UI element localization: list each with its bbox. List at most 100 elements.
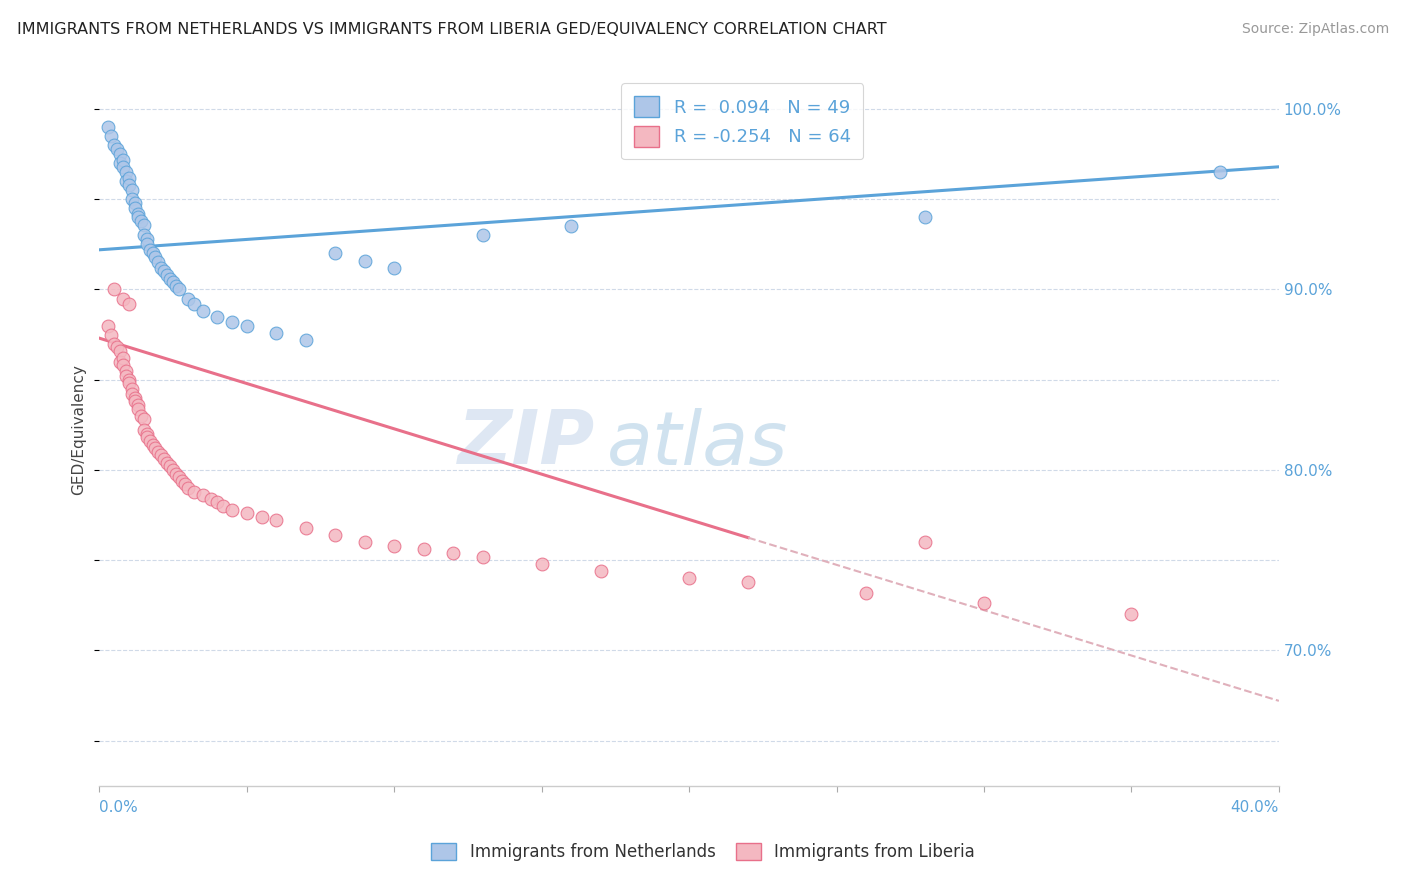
Point xyxy=(191,488,214,502)
Point xyxy=(141,246,163,260)
Point xyxy=(150,449,173,463)
Point xyxy=(177,481,200,495)
Point xyxy=(236,506,259,520)
Point xyxy=(353,253,375,268)
Point xyxy=(124,195,146,210)
Point xyxy=(412,542,434,557)
Point xyxy=(441,546,464,560)
Point xyxy=(97,120,120,134)
Point xyxy=(132,218,155,232)
Point xyxy=(560,219,582,234)
Point xyxy=(108,343,131,358)
Point xyxy=(250,509,273,524)
Point xyxy=(153,452,176,467)
Point xyxy=(162,275,184,289)
Point xyxy=(129,409,152,423)
Text: 0.0%: 0.0% xyxy=(100,800,138,815)
Point xyxy=(207,310,229,324)
Point xyxy=(737,574,759,589)
Point xyxy=(207,495,229,509)
Point xyxy=(973,596,995,610)
Point xyxy=(108,156,131,170)
Point xyxy=(100,129,122,144)
Point xyxy=(118,170,141,185)
Point xyxy=(589,564,612,578)
Point xyxy=(162,463,184,477)
Point xyxy=(124,202,146,216)
Point xyxy=(221,315,243,329)
Point xyxy=(115,174,138,188)
Point xyxy=(150,260,173,275)
Point xyxy=(325,528,347,542)
Text: 40.0%: 40.0% xyxy=(1230,800,1279,815)
Point xyxy=(115,364,138,378)
Point xyxy=(103,138,125,153)
Point xyxy=(118,178,141,192)
Point xyxy=(325,246,347,260)
Point xyxy=(165,467,187,481)
Y-axis label: GED/Equivalency: GED/Equivalency xyxy=(72,364,86,495)
Point xyxy=(471,549,494,564)
Text: Source: ZipAtlas.com: Source: ZipAtlas.com xyxy=(1241,22,1389,37)
Point xyxy=(153,264,176,278)
Point xyxy=(132,228,155,243)
Point xyxy=(121,382,143,396)
Point xyxy=(118,373,141,387)
Point xyxy=(103,336,125,351)
Point xyxy=(266,513,288,527)
Point xyxy=(115,165,138,179)
Point xyxy=(135,426,157,441)
Point xyxy=(1209,165,1232,179)
Point xyxy=(167,470,190,484)
Point xyxy=(127,207,149,221)
Point xyxy=(471,228,494,243)
Point xyxy=(97,318,120,333)
Point xyxy=(295,521,318,535)
Text: IMMIGRANTS FROM NETHERLANDS VS IMMIGRANTS FROM LIBERIA GED/EQUIVALENCY CORRELATI: IMMIGRANTS FROM NETHERLANDS VS IMMIGRANT… xyxy=(17,22,887,37)
Point xyxy=(111,153,134,167)
Point xyxy=(124,391,146,405)
Legend: R =  0.094   N = 49, R = -0.254   N = 64: R = 0.094 N = 49, R = -0.254 N = 64 xyxy=(621,84,863,160)
Point xyxy=(295,333,318,347)
Point xyxy=(145,442,167,456)
Point xyxy=(914,535,936,549)
Point xyxy=(105,340,128,354)
Point xyxy=(115,369,138,384)
Point xyxy=(914,211,936,225)
Point xyxy=(121,387,143,401)
Point xyxy=(159,271,181,285)
Point xyxy=(135,237,157,252)
Point xyxy=(200,491,222,506)
Point xyxy=(167,283,190,297)
Point xyxy=(127,401,149,416)
Point xyxy=(165,278,187,293)
Text: atlas: atlas xyxy=(606,408,787,480)
Point xyxy=(156,268,179,282)
Point xyxy=(382,260,405,275)
Point xyxy=(191,304,214,318)
Point xyxy=(118,297,141,311)
Point xyxy=(108,147,131,161)
Point xyxy=(678,571,700,585)
Point xyxy=(135,232,157,246)
Point xyxy=(118,376,141,391)
Point xyxy=(108,354,131,368)
Point xyxy=(159,459,181,474)
Text: ZIP: ZIP xyxy=(457,407,595,480)
Point xyxy=(236,318,259,333)
Point xyxy=(111,292,134,306)
Point xyxy=(156,456,179,470)
Point xyxy=(111,160,134,174)
Point xyxy=(124,394,146,409)
Point xyxy=(138,243,160,257)
Point xyxy=(132,412,155,426)
Point xyxy=(1121,607,1143,622)
Point xyxy=(174,477,197,491)
Point xyxy=(141,437,163,451)
Point xyxy=(138,434,160,448)
Point xyxy=(221,502,243,516)
Point xyxy=(382,539,405,553)
Point xyxy=(145,250,167,264)
Point xyxy=(111,358,134,372)
Point xyxy=(127,398,149,412)
